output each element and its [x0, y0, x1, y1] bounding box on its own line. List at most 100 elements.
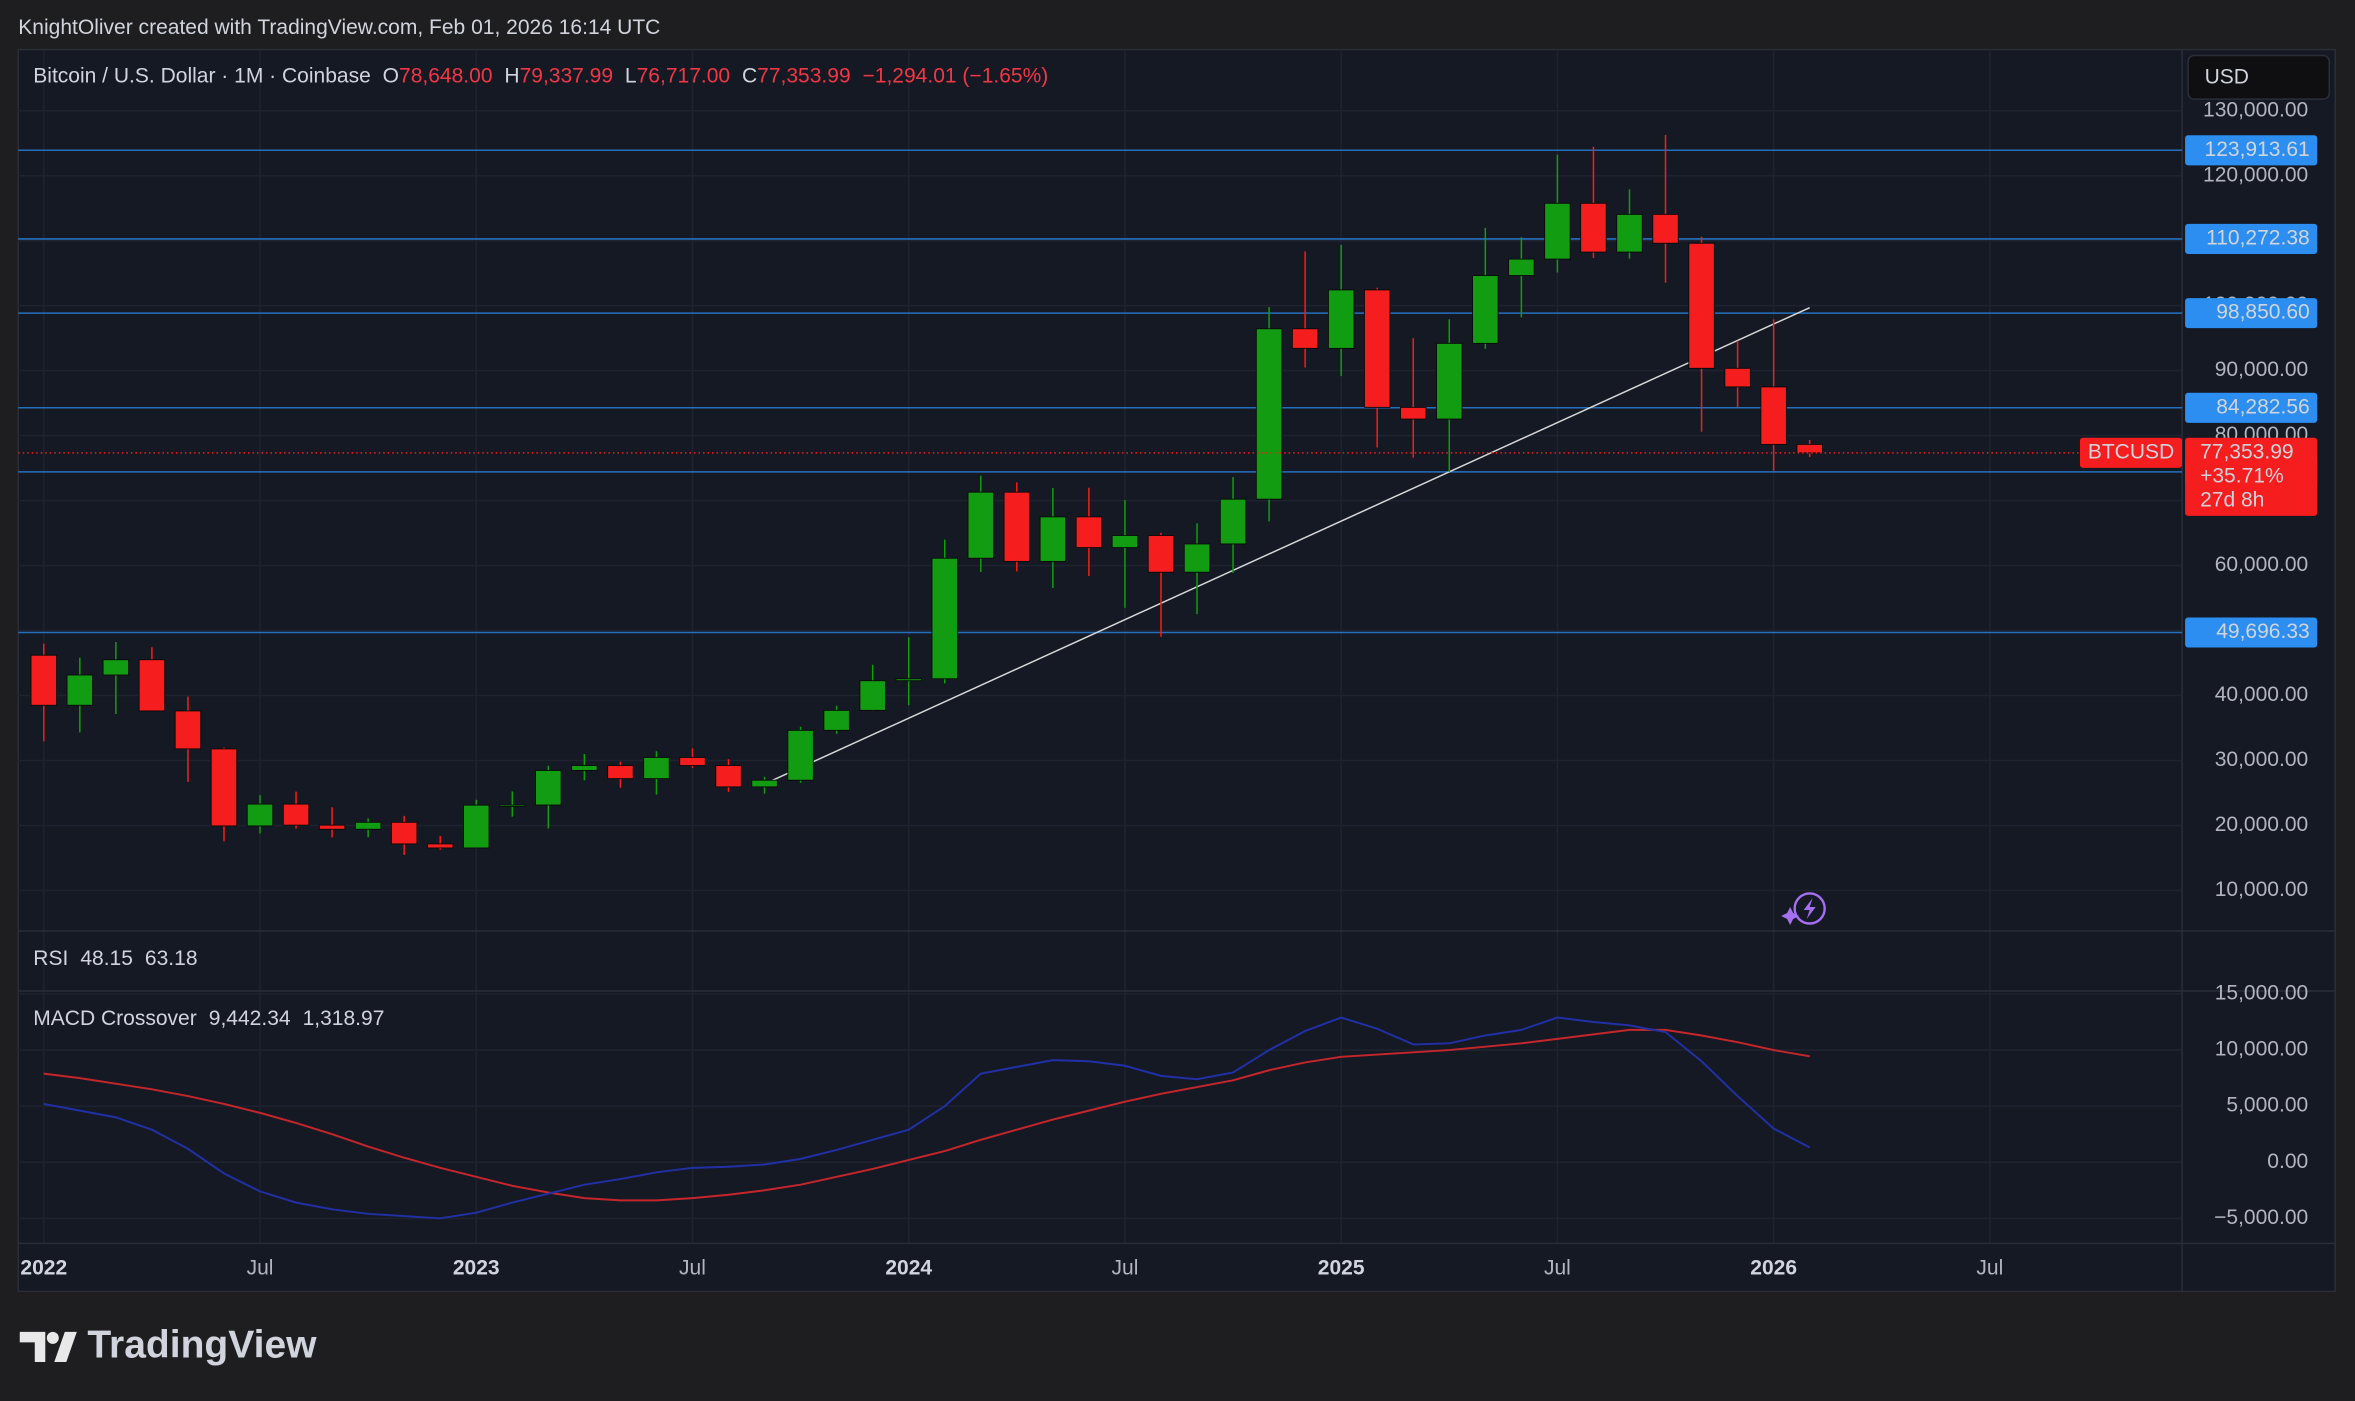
candle-body: [1219, 498, 1247, 545]
level-label-bg: [2185, 135, 2318, 166]
candle-body: [751, 779, 778, 788]
candle-body: [931, 557, 958, 680]
close-prefix: C: [742, 64, 757, 87]
level-label-bg: [2185, 298, 2318, 329]
x-tick-label: Jul: [1544, 1256, 1571, 1279]
y-tick-label: 40,000.00: [2215, 683, 2309, 706]
candle-body: [138, 659, 166, 712]
level-label: 123,913.61: [2205, 138, 2310, 161]
high-prefix: H: [504, 64, 519, 87]
low-value: 76,717.00: [637, 64, 731, 87]
candle-body: [1436, 342, 1463, 420]
candle-body: [1039, 516, 1067, 562]
level-label: 110,272.38: [2206, 226, 2310, 249]
macd-title: MACD Crossover: [33, 1007, 196, 1030]
candle-body: [895, 678, 922, 682]
symbol: Bitcoin / U.S. Dollar · 1M · Coinbase: [33, 64, 371, 87]
open-value: 78,648.00: [399, 64, 493, 87]
overlay: 2022 Jul 2023 Jul 2024 Jul 2025 Jul 2026 Jul 10,00…: [20, 98, 2318, 1279]
change-value: −1,294.01 (−1.65%): [863, 64, 1049, 87]
candle-body: [354, 821, 382, 830]
icon-ring[interactable]: [1793, 892, 1826, 925]
candle-body: [643, 756, 670, 780]
level-label: 98,850.60: [2216, 301, 2310, 324]
macd-line: [43, 1028, 1810, 1202]
macd-tick-label: 5,000.00: [2226, 1094, 2308, 1117]
candle-body: [535, 769, 562, 806]
candle-body: [102, 659, 130, 676]
y-tick-label: 130,000.00: [2203, 98, 2308, 121]
x-tick-label: Jul: [1976, 1256, 2003, 1279]
candle-body: [1363, 289, 1391, 408]
icon-sparkle[interactable]: [1781, 906, 1800, 925]
plot: [18, 134, 2183, 1220]
candle-body: [1652, 213, 1679, 244]
level-label-bg: [2185, 392, 2318, 423]
candle-body: [1291, 328, 1319, 349]
candle-body: [1472, 275, 1499, 344]
candle-body: [30, 654, 58, 706]
level-label: 84,282.56: [2216, 395, 2310, 418]
symbol-legend: Bitcoin / U.S. Dollar · 1M · Coinbase O7…: [33, 64, 1048, 87]
candle-body: [1580, 202, 1607, 253]
rsi-title: RSI: [33, 947, 68, 970]
candle-body: [1616, 213, 1643, 253]
x-tick-label: 2024: [885, 1256, 932, 1279]
candle-countdown: 27d 8h: [2200, 488, 2264, 511]
y-tick-label: 60,000.00: [2215, 553, 2309, 576]
rsi-legend-value: 48.15: [80, 947, 133, 970]
icon-bolt[interactable]: [1803, 897, 1816, 919]
x-tick-label: 2026: [1750, 1256, 1797, 1279]
level-label-bg: [2185, 223, 2318, 254]
candle-body: [66, 674, 94, 706]
candle-body: [210, 748, 238, 827]
last-price-bg: [2185, 437, 2318, 516]
y-tick-label: 20,000.00: [2215, 813, 2309, 836]
candle-body: [715, 765, 742, 788]
last-price-symbol: BTCUSD: [2088, 440, 2174, 463]
currency-button[interactable]: USD: [2187, 54, 2330, 100]
last-price-change: +35.71%: [2200, 464, 2284, 487]
high-value: 79,337.99: [520, 64, 614, 87]
candle-body: [499, 804, 526, 807]
currency-button-bg[interactable]: [2187, 54, 2330, 100]
candle-body: [823, 709, 850, 731]
x-tick-label: 2023: [453, 1256, 500, 1279]
macd-line: [43, 1016, 1811, 1220]
candle-body: [859, 680, 886, 711]
candle-body: [1544, 202, 1571, 260]
candle-body: [1760, 386, 1787, 445]
candle-body: [1508, 258, 1535, 276]
candle-body: [1075, 516, 1103, 549]
x-tick-label: 2022: [20, 1256, 67, 1279]
x-tick-label: 2025: [1318, 1256, 1365, 1279]
y-tick-label: 10,000.00: [2215, 878, 2309, 901]
candle-body: [426, 843, 454, 849]
logo-dot: [46, 1331, 59, 1344]
currency-label[interactable]: USD: [2205, 66, 2249, 89]
x-tick-label: Jul: [247, 1256, 274, 1279]
last-price-symbol-bg: [2079, 437, 2183, 468]
candle-body: [967, 491, 995, 559]
assistant-icon[interactable]: [1781, 892, 1826, 925]
candle-body: [246, 803, 274, 827]
candle-body: [1400, 406, 1427, 420]
level-label: 49,696.33: [2216, 620, 2310, 643]
candle-body: [1147, 535, 1175, 573]
candle-body: [1724, 367, 1751, 388]
close-value: 77,353.99: [757, 64, 851, 87]
candle-body: [787, 729, 814, 781]
candle-body: [390, 821, 418, 845]
open-prefix: O: [383, 64, 399, 87]
candle-body: [1688, 242, 1715, 369]
trendline: [764, 306, 1810, 785]
macd-tick-label: 0.00: [2267, 1150, 2308, 1173]
candle-body: [318, 824, 346, 830]
logo-text: TradingView: [87, 1323, 317, 1366]
macd-tick-label: −5,000.00: [2214, 1206, 2308, 1229]
last-price-value: 77,353.99: [2200, 440, 2294, 463]
low-prefix: L: [625, 64, 637, 87]
macd-legend-value: 9,442.34: [209, 1007, 291, 1030]
x-tick-label: Jul: [1112, 1256, 1139, 1279]
